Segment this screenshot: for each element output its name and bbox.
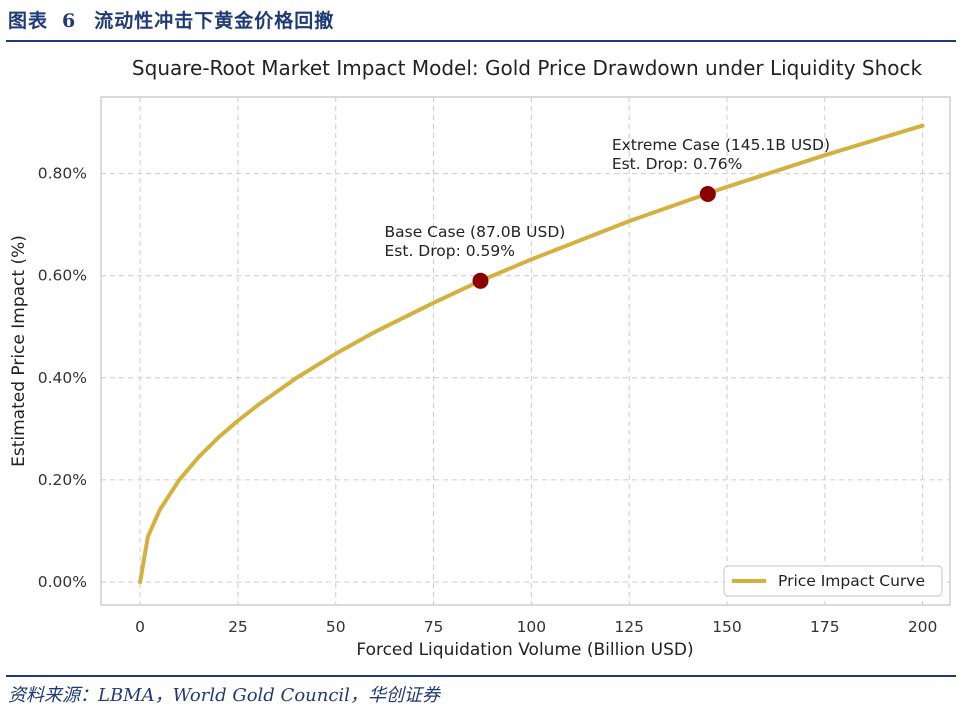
base-case-point	[472, 272, 489, 289]
figure-caption: 流动性冲击下黄金价格回撤	[94, 10, 335, 32]
chart-title: Square-Root Market Impact Model: Gold Pr…	[132, 56, 923, 80]
extreme-case-annotation-drop: Est. Drop: 0.76%	[612, 155, 742, 173]
x-tick-label: 125	[614, 618, 644, 636]
x-tick-label: 75	[424, 618, 444, 636]
x-tick-label: 200	[908, 618, 938, 636]
y-tick-label: 0.80%	[38, 165, 87, 183]
legend-box	[723, 565, 943, 597]
x-tick-label: 100	[517, 618, 547, 636]
extreme-case-annotation-title: Extreme Case (145.1B USD)	[612, 136, 830, 154]
x-axis-label: Forced Liquidation Volume (Billion USD)	[356, 640, 693, 660]
y-axis-ticks: 0.00% 0.20% 0.40% 0.60% 0.80%	[38, 165, 87, 591]
source-note: 资料来源：LBMA，World Gold Council，华创证券	[8, 685, 440, 706]
x-tick-label: 175	[810, 618, 840, 636]
annotations: Base Case (87.0B USD)Est. Drop: 0.59% Ext…	[385, 136, 831, 260]
legend: Price Impact Curve	[723, 565, 943, 597]
x-tick-label: 0	[135, 618, 145, 636]
base-case-annotation-drop: Est. Drop: 0.59%	[385, 242, 515, 260]
base-case-annotation-title: Base Case (87.0B USD)	[385, 223, 566, 241]
header-rule	[6, 40, 956, 42]
x-tick-label: 50	[326, 618, 346, 636]
footer-rule	[6, 675, 956, 677]
y-tick-label: 0.00%	[38, 573, 87, 591]
figure-title: 图表 6 流动性冲击下黄金价格回撤	[8, 6, 334, 33]
grid	[101, 97, 950, 605]
y-tick-label: 0.60%	[38, 267, 87, 285]
x-tick-label: 150	[712, 618, 742, 636]
extreme-case-point	[699, 186, 716, 203]
figure-number: 6	[62, 10, 77, 32]
figure-header: 图表 6 流动性冲击下黄金价格回撤	[0, 0, 960, 44]
y-tick-label: 0.40%	[38, 369, 87, 387]
plot-area	[100, 96, 951, 606]
x-axis-ticks: 0 25 50 75 100 125 150 175 200	[135, 618, 937, 636]
highlight-points	[472, 186, 716, 289]
figure-label: 图表	[8, 10, 49, 32]
y-axis-label: Estimated Price Impact (%)	[9, 235, 29, 467]
legend-label: Price Impact Curve	[778, 572, 925, 590]
y-tick-label: 0.20%	[38, 471, 87, 489]
x-tick-label: 25	[228, 618, 248, 636]
